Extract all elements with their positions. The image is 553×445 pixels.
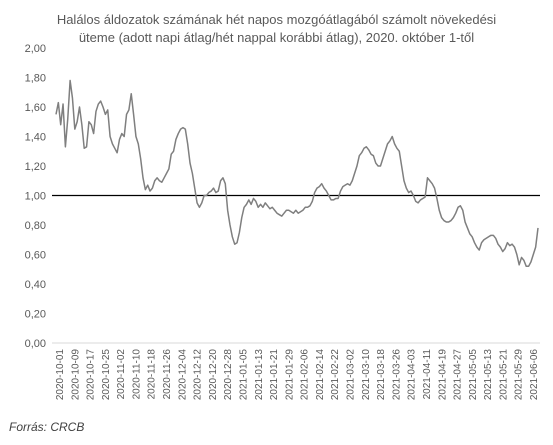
x-tick-label: 2021-04-11 [422,349,433,400]
x-tick-label: 2021-01-29 [284,349,295,401]
x-axis: 2020-10-01 2020-10-09 2020-10-17 2020-10-25… [55,349,540,401]
x-tick-label: 2020-12-28 [223,349,234,401]
chart-title-line-1: Halálos áldozatok számának hét napos moz… [56,12,497,27]
x-tick-label: 2020-10-17 [86,349,97,401]
x-tick-label: 2020-10-25 [101,349,112,401]
x-tick-label: 2021-02-22 [330,349,341,401]
x-tick-label: 2021-03-18 [376,349,387,401]
source-note: Forrás: CRCB [9,420,85,434]
x-tick-label: 2021-05-29 [514,349,525,401]
series-line [55,79,539,268]
x-tick-label: 2021-04-03 [407,349,418,401]
x-tick-label: 2020-11-02 [116,349,127,400]
y-tick-label: 1,20 [25,161,46,173]
y-axis: 0,00 0,20 0,40 0,60 0,80 1,00 1,20 1,40 1,60 1,80… [25,43,46,350]
x-tick-label: 2021-03-02 [346,349,357,401]
x-tick-label: 2020-12-20 [208,349,219,401]
x-tick-label: 2020-11-26 [162,349,173,400]
x-tick-label: 2021-04-27 [453,349,464,401]
x-tick-label: 2021-02-06 [300,349,311,401]
y-tick-label: 1,00 [25,191,46,203]
chart-title-line-2: üteme (adott napi átlag/hét nappal koráb… [78,30,475,45]
y-tick-label: 0,40 [25,279,46,291]
x-tick-label: 2021-05-21 [498,349,509,401]
y-tick-label: 0,80 [25,220,46,232]
y-tick-label: 1,80 [25,73,46,85]
x-tick-label: 2020-12-12 [193,349,204,401]
x-tick-label: 2021-04-19 [437,349,448,401]
x-tick-label: 2021-05-05 [468,349,479,401]
x-tick-label: 2020-10-01 [55,349,66,401]
x-tick-label: 2021-06-06 [529,349,540,401]
x-tick-label: 2020-11-18 [147,349,158,400]
y-tick-label: 0,60 [25,250,46,262]
x-tick-label: 2020-11-10 [131,349,142,400]
y-tick-label: 0,00 [25,338,46,350]
x-tick-label: 2020-12-04 [177,349,188,401]
x-tick-label: 2021-03-10 [361,349,372,401]
y-tick-label: 1,40 [25,132,46,144]
x-tick-label: 2021-01-21 [269,349,280,401]
x-tick-label: 2021-01-13 [254,349,265,401]
x-tick-label: 2021-02-14 [315,349,326,401]
x-tick-label: 2021-05-13 [483,349,494,401]
x-tick-label: 2021-01-05 [238,349,249,401]
x-tick-label: 2021-03-26 [391,349,402,401]
y-tick-label: 0,20 [25,309,46,321]
x-tick-label: 2020-10-09 [70,349,81,401]
y-tick-label: 2,00 [25,43,46,55]
y-tick-label: 1,60 [25,102,46,114]
